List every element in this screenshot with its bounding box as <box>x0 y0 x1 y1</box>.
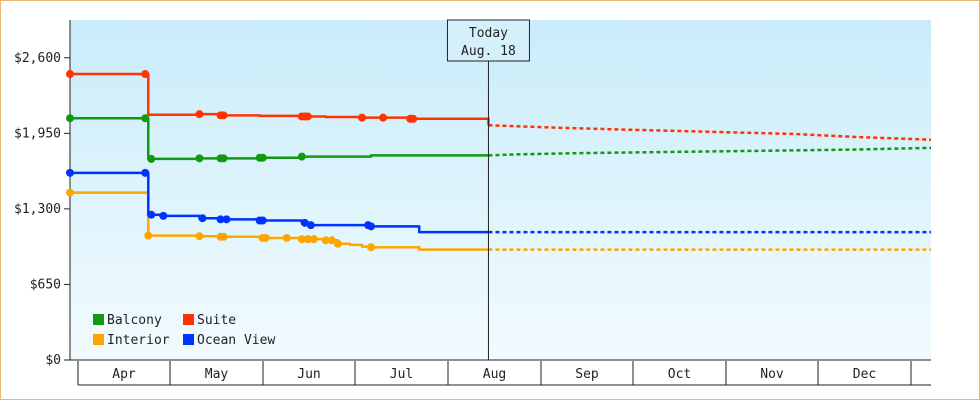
data-point <box>261 233 270 242</box>
data-point <box>379 113 388 122</box>
data-point <box>216 215 225 224</box>
x-month-label: Dec <box>853 367 876 382</box>
series-forecast-line <box>488 123 932 141</box>
legend-label: Suite <box>197 313 236 328</box>
today-label: Today <box>469 26 508 41</box>
legend-swatch <box>183 334 194 345</box>
data-point <box>306 221 315 230</box>
data-point <box>66 188 74 197</box>
legend-label: Balcony <box>107 313 162 328</box>
data-point <box>219 111 228 120</box>
y-tick-label: $2,600 <box>14 51 61 66</box>
today-box <box>446 19 530 62</box>
series-suite <box>66 70 932 141</box>
data-point <box>222 215 231 224</box>
data-point <box>367 243 376 252</box>
today-date: Aug. 18 <box>461 44 516 59</box>
x-month-label: May <box>205 367 229 382</box>
y-tick-label: $1,950 <box>14 126 61 141</box>
series-ocean-view <box>66 168 931 234</box>
data-point <box>195 110 204 119</box>
data-point <box>333 239 342 248</box>
data-point <box>409 114 418 123</box>
data-point <box>303 112 312 121</box>
y-tick-label: $0 <box>45 353 61 368</box>
x-month-label: Sep <box>575 367 599 382</box>
data-point <box>147 210 156 219</box>
data-point <box>66 168 74 177</box>
data-point <box>198 214 207 223</box>
data-point <box>141 70 150 79</box>
data-point <box>219 232 228 241</box>
legend-swatch <box>93 314 104 325</box>
data-point <box>258 216 267 225</box>
data-point <box>141 168 150 177</box>
legend-swatch <box>183 314 194 325</box>
data-point <box>321 236 330 245</box>
data-point <box>300 218 309 227</box>
data-point <box>219 154 228 163</box>
data-point <box>141 114 150 123</box>
y-tick-label: $1,300 <box>14 202 61 217</box>
y-tick-label: $650 <box>30 277 61 292</box>
data-point <box>297 235 306 244</box>
series-interior <box>66 188 931 252</box>
data-point <box>309 235 318 244</box>
data-point <box>303 235 312 244</box>
data-point <box>327 236 336 245</box>
x-month-label: Oct <box>668 367 691 382</box>
data-point <box>159 211 168 220</box>
x-month-label: Apr <box>112 367 136 382</box>
data-point <box>195 154 204 163</box>
data-point <box>358 113 367 122</box>
data-point <box>66 70 74 79</box>
legend-swatch <box>93 334 104 345</box>
data-point <box>195 232 204 241</box>
x-month-label: Nov <box>760 367 784 382</box>
series-forecast-line <box>488 146 932 157</box>
data-point <box>144 231 153 240</box>
data-point <box>147 154 156 163</box>
data-point <box>258 153 267 162</box>
plot-area <box>70 20 931 360</box>
x-month-label: Jul <box>390 367 413 382</box>
data-point <box>282 233 291 242</box>
data-point <box>367 222 376 231</box>
legend-label: Ocean View <box>197 333 275 348</box>
series-balcony <box>66 114 932 163</box>
x-month-label: Jun <box>297 367 320 382</box>
data-point <box>297 152 306 161</box>
data-point <box>66 114 74 123</box>
series-line <box>70 72 490 126</box>
x-month-label: Aug <box>483 367 506 382</box>
legend-label: Interior <box>107 333 170 348</box>
